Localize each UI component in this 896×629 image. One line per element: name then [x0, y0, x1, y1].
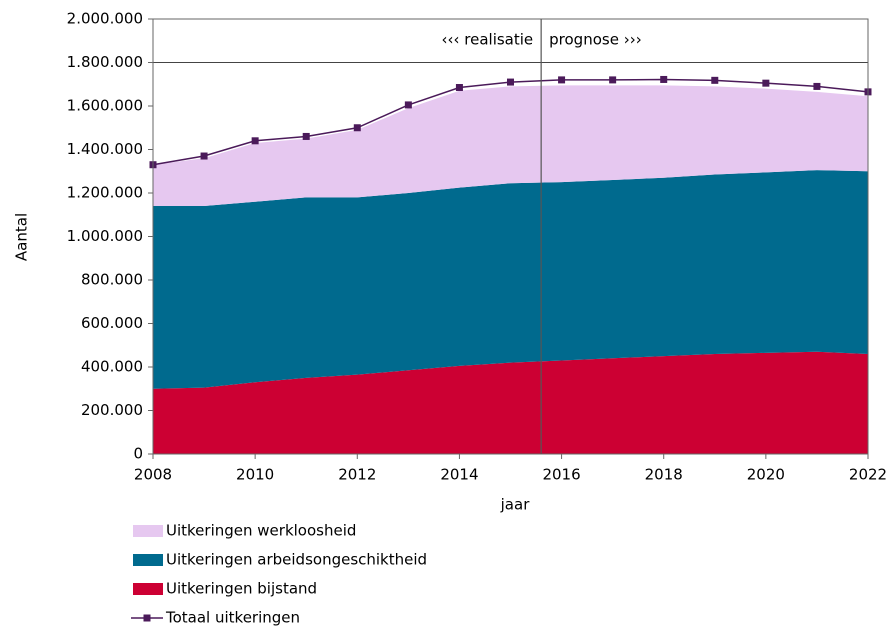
- x-axis-label: jaar: [500, 496, 531, 514]
- total-marker: [353, 124, 361, 132]
- total-marker: [251, 137, 259, 145]
- area: [153, 170, 868, 389]
- legend-swatch: [133, 583, 163, 595]
- legend-swatch: [133, 525, 163, 537]
- legend-label: Uitkeringen arbeidsongeschiktheid: [166, 551, 427, 569]
- total-marker: [609, 76, 617, 84]
- x-tick-label: 2010: [236, 466, 274, 484]
- total-marker: [302, 132, 310, 140]
- total-marker: [762, 79, 770, 87]
- x-tick-label: 2008: [134, 466, 172, 484]
- y-tick-label: 0: [133, 445, 143, 463]
- annotation: ‹‹‹ realisatie: [442, 31, 534, 49]
- x-tick-label: 2016: [542, 466, 580, 484]
- area: [153, 85, 868, 207]
- total-marker: [711, 76, 719, 84]
- legend-label: Uitkeringen bijstand: [166, 580, 317, 598]
- y-tick-label: 200.000: [81, 401, 143, 419]
- legend-marker: [143, 614, 151, 622]
- x-tick-label: 2012: [338, 466, 376, 484]
- total-marker: [813, 82, 821, 90]
- total-marker: [404, 101, 412, 109]
- y-tick-label: 1.400.000: [67, 140, 143, 158]
- y-tick-label: 600.000: [81, 314, 143, 332]
- annotation: prognose ›››: [549, 31, 642, 49]
- y-tick-label: 400.000: [81, 358, 143, 376]
- total-marker: [455, 84, 463, 92]
- x-tick-label: 2022: [849, 466, 887, 484]
- total-marker: [507, 78, 514, 86]
- x-tick-label: 2014: [440, 466, 478, 484]
- legend-label: Uitkeringen werkloosheid: [166, 522, 356, 540]
- y-axis-label: Aantal: [13, 213, 31, 261]
- x-tick-label: 2018: [645, 466, 683, 484]
- area: [153, 351, 868, 454]
- y-tick-label: 1.600.000: [67, 97, 143, 115]
- y-tick-label: 800.000: [81, 271, 143, 289]
- total-marker: [558, 76, 566, 84]
- y-tick-label: 1.200.000: [67, 184, 143, 202]
- y-tick-label: 1.800.000: [67, 53, 143, 71]
- total-marker: [660, 75, 668, 83]
- x-tick-label: 2020: [747, 466, 785, 484]
- y-tick-label: 2.000.000: [67, 10, 143, 28]
- legend-swatch: [133, 554, 163, 566]
- legend-label: Totaal uitkeringen: [165, 609, 300, 627]
- total-marker: [200, 152, 208, 160]
- y-tick-label: 1.000.000: [67, 227, 143, 245]
